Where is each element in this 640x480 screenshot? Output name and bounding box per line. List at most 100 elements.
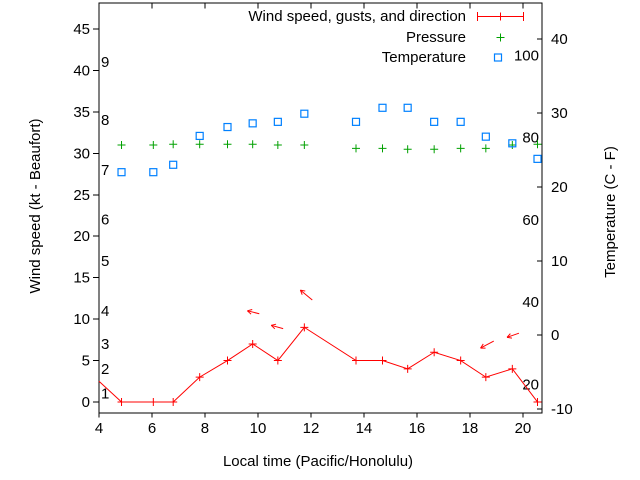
chart-generated-content: 4 6 8 10 12 14 16 18 20051015202530354045-100102… bbox=[73, 2, 573, 437]
y-axis-title-left: Wind speed (kt - Beaufort) bbox=[27, 118, 44, 293]
gust-arrow-barb bbox=[506, 336, 513, 339]
y-left-tick-label: 0 bbox=[82, 394, 90, 411]
x-tick-label: 4 bbox=[95, 420, 103, 437]
wind-series bbox=[98, 323, 542, 406]
temperature-point bbox=[533, 154, 542, 163]
x-tick-label: 6 bbox=[148, 420, 156, 437]
legend-wind-sample-plus bbox=[496, 12, 505, 21]
y-left-tick-label: 10 bbox=[73, 311, 90, 328]
temperature-point bbox=[481, 132, 490, 141]
gust-arrow-barb bbox=[506, 333, 511, 338]
pressure-series bbox=[117, 140, 542, 154]
x-axis-title: Local time (Pacific/Honolulu) bbox=[223, 453, 413, 470]
gust-arrow-shaft bbox=[247, 310, 260, 315]
pressure-point bbox=[169, 140, 178, 149]
y-left-tick-label: 15 bbox=[73, 270, 90, 287]
beaufort-scale-label: 2 bbox=[101, 361, 109, 378]
gust-arrow-shaft bbox=[300, 289, 313, 301]
pressure-point bbox=[430, 145, 439, 154]
temperature-point bbox=[378, 103, 387, 112]
beaufort-scale-label: 3 bbox=[101, 336, 109, 353]
beaufort-scale-label: 7 bbox=[101, 162, 109, 179]
beaufort-scale-label: 9 bbox=[101, 54, 109, 71]
wind-point bbox=[533, 397, 542, 406]
y-axis-title-right: Temperature (C - F) bbox=[602, 146, 619, 278]
gust-arrow-shaft bbox=[506, 332, 520, 338]
y-left-tick-label: 25 bbox=[73, 187, 90, 204]
temperature-point bbox=[456, 117, 465, 126]
pressure-point bbox=[481, 144, 490, 153]
wind-point bbox=[117, 397, 126, 406]
pressure-point bbox=[117, 141, 126, 150]
temperature-point bbox=[300, 109, 309, 118]
y-right-tick-label: 0 bbox=[551, 327, 559, 344]
fahrenheit-scale-label: 80 bbox=[522, 130, 539, 147]
wind-point bbox=[456, 356, 465, 365]
fahrenheit-scale-label: 60 bbox=[522, 212, 539, 229]
pressure-point bbox=[403, 145, 412, 154]
wind-point bbox=[378, 356, 387, 365]
beaufort-scale-label: 6 bbox=[101, 212, 109, 229]
x-tick-label: 18 bbox=[462, 420, 479, 437]
wind-point bbox=[300, 323, 309, 332]
temperature-point bbox=[169, 160, 178, 169]
temperature-point bbox=[508, 139, 517, 148]
x-tick-label: 14 bbox=[356, 420, 373, 437]
temperature-point bbox=[273, 117, 282, 126]
gust-arrow-shaft bbox=[480, 340, 495, 349]
gust-arrow-barb bbox=[271, 323, 277, 326]
beaufort-scale-label: 8 bbox=[101, 112, 109, 129]
fahrenheit-scale-label: 40 bbox=[522, 294, 539, 311]
pressure-point bbox=[508, 141, 517, 150]
gust-arrow-shaft bbox=[271, 324, 284, 330]
x-tick-label: 8 bbox=[201, 420, 209, 437]
wind-line bbox=[98, 326, 538, 403]
wind-point bbox=[149, 397, 158, 406]
y-left-tick-label: 30 bbox=[73, 145, 90, 162]
y-left-tick-label: 45 bbox=[73, 21, 90, 38]
pressure-point bbox=[195, 140, 204, 149]
x-tick-label: 20 bbox=[515, 420, 532, 437]
wind-point bbox=[403, 364, 412, 373]
legend-label-temperature: Temperature bbox=[382, 49, 466, 66]
y-left-tick-label: 35 bbox=[73, 104, 90, 121]
temperature-point bbox=[195, 131, 204, 141]
y-left-tick-label: 40 bbox=[73, 62, 90, 79]
x-tick-label: 16 bbox=[409, 420, 426, 437]
wind-point bbox=[248, 339, 257, 348]
gust-arrow-barb bbox=[270, 324, 276, 330]
pressure-point bbox=[248, 140, 257, 149]
legend-temperature-sample bbox=[493, 53, 503, 62]
gust-arrows bbox=[247, 289, 520, 349]
gust-arrow-barb bbox=[247, 309, 253, 312]
pressure-point bbox=[149, 141, 158, 150]
wind-point bbox=[223, 356, 232, 365]
plot-border bbox=[98, 2, 543, 414]
temperature-point bbox=[430, 117, 439, 126]
temperature-point bbox=[117, 168, 126, 177]
y-right-tick-label: 20 bbox=[551, 179, 568, 196]
gust-arrow-barb bbox=[480, 343, 484, 349]
wind-point bbox=[430, 348, 439, 357]
beaufort-scale-label: 4 bbox=[101, 303, 109, 320]
fahrenheit-scale-label: 100 bbox=[514, 47, 539, 64]
legend-pressure-sample bbox=[496, 33, 505, 42]
y-left-tick-label: 20 bbox=[73, 228, 90, 245]
y-right-tick-label: 10 bbox=[551, 253, 568, 270]
legend-markers bbox=[477, 12, 524, 62]
pressure-point bbox=[378, 144, 387, 153]
temperature-series bbox=[117, 103, 542, 177]
x-tick-label: 10 bbox=[250, 420, 267, 437]
temperature-point bbox=[149, 168, 158, 177]
pressure-point bbox=[300, 141, 309, 150]
legend-label-pressure: Pressure bbox=[406, 29, 466, 46]
gust-arrow-barb bbox=[300, 289, 306, 292]
gust-arrow-barb bbox=[299, 289, 303, 295]
wind-point bbox=[273, 356, 282, 365]
wind-point bbox=[481, 373, 490, 382]
fahrenheit-scale-label: 20 bbox=[522, 376, 539, 393]
beaufort-scale-label: 1 bbox=[101, 386, 109, 403]
temperature-point bbox=[351, 117, 361, 126]
